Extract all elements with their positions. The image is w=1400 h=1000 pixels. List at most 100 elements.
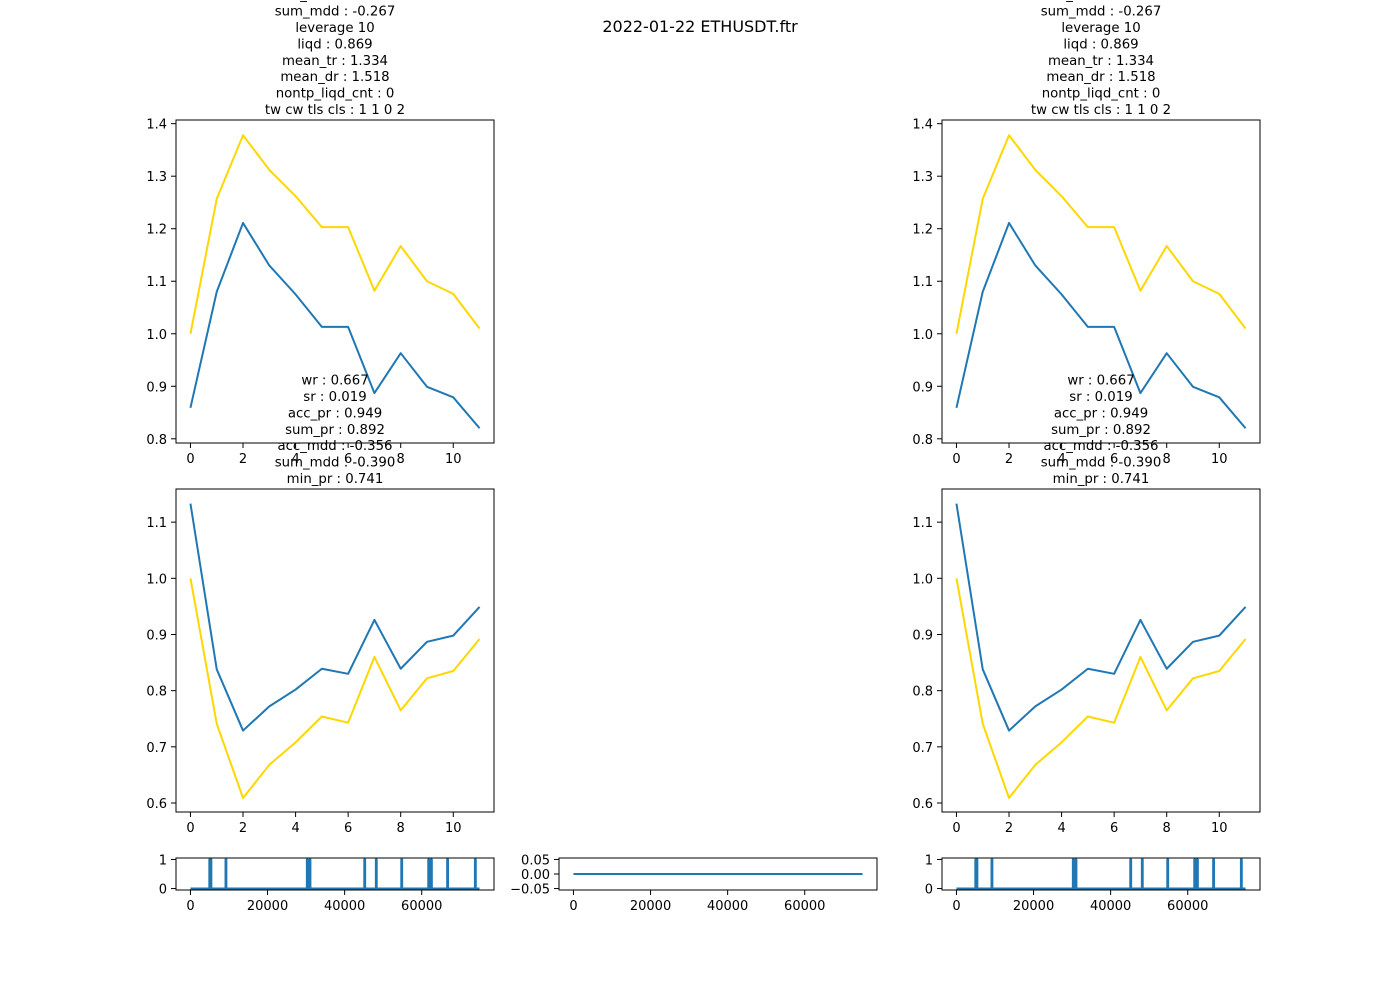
x-tick-label: 20000 <box>1013 899 1054 914</box>
axes-bottom-middle: 0 20000 40000 60000 −0.050.000.05 <box>510 853 878 914</box>
axes-title-line: sum_mdd : -0.267 <box>275 5 396 20</box>
y-tick-label: 1.1 <box>912 516 933 531</box>
y-tick-label: 1 <box>925 853 933 868</box>
x-tick-label: 0 <box>186 452 194 467</box>
x-tick-label: 0 <box>952 899 960 914</box>
y-tick-label: 1.3 <box>912 170 933 185</box>
y-tick-label: 1.3 <box>146 170 167 185</box>
x-tick-label: 0 <box>952 452 960 467</box>
x-tick-label: 60000 <box>401 899 442 914</box>
axes-title-line: liqd : 0.869 <box>1063 37 1138 52</box>
axes-title-line: leverage 10 <box>295 21 374 36</box>
x-tick-label: 10 <box>1211 821 1228 836</box>
y-tick-label: 1.1 <box>912 275 933 290</box>
axes-title-line: sum_mdd : -0.390 <box>275 456 396 471</box>
axes-title-line: min_pr : 0.741 <box>1053 472 1150 487</box>
y-tick-label: 0.8 <box>912 433 933 448</box>
x-tick-label: 40000 <box>707 899 748 914</box>
x-tick-label: 8 <box>1163 452 1171 467</box>
axes-frame <box>175 857 495 891</box>
series-line-blue <box>189 221 481 429</box>
figure-title: 2022-01-22 ETHUSDT.ftr <box>602 17 798 36</box>
axes-title-line: tw cw tls cls : 1 1 0 2 <box>265 103 405 118</box>
series-line-yellow <box>955 134 1247 334</box>
series-line-blue <box>956 858 1246 890</box>
series-line-blue <box>955 503 1247 732</box>
y-tick-label: 0.6 <box>912 797 933 812</box>
axes-title-line: nontp_liqd_cnt : 0 <box>1042 87 1161 102</box>
y-tick-label: 0.7 <box>146 741 167 756</box>
axes-title-line: tw cw tls cls : 1 1 0 2 <box>1031 103 1171 118</box>
y-tick-label: 1.0 <box>146 572 167 587</box>
x-tick-label: 20000 <box>630 899 671 914</box>
axes-title-line: sr : 0.019 <box>303 390 366 405</box>
x-tick-label: 4 <box>1057 821 1065 836</box>
y-tick-label: 0.05 <box>521 853 550 868</box>
x-tick-label: 10 <box>1211 452 1228 467</box>
y-tick-label: 1.4 <box>912 118 933 133</box>
x-tick-label: 40000 <box>1090 899 1131 914</box>
x-tick-label: 2 <box>239 821 247 836</box>
x-tick-label: 8 <box>397 821 405 836</box>
series-line-yellow <box>189 134 481 334</box>
y-tick-label: 0.8 <box>146 685 167 700</box>
axes-title-line: mean_dr : 1.518 <box>1046 70 1155 85</box>
axes-title-line: min_pr : 0.741 <box>287 472 384 487</box>
y-tick-label: 0.9 <box>146 628 167 643</box>
y-tick-label: 0.9 <box>912 628 933 643</box>
series-line-blue <box>955 221 1247 429</box>
y-tick-label: 1.4 <box>146 118 167 133</box>
x-tick-label: 8 <box>1163 821 1171 836</box>
series-line-yellow <box>189 578 481 799</box>
axes-title-line: nontp_liqd_cnt : 0 <box>276 87 395 102</box>
axes-frame <box>941 488 1261 813</box>
axes-title-line: sum_mdd : -0.390 <box>1041 456 1162 471</box>
axes-title-line: sum_pr : 0.892 <box>285 423 385 438</box>
x-tick-label: 6 <box>1110 821 1118 836</box>
y-tick-label: 1.2 <box>912 223 933 238</box>
y-tick-label: 0.7 <box>912 741 933 756</box>
x-tick-label: 6 <box>344 452 352 467</box>
y-tick-label: 1.0 <box>912 572 933 587</box>
axes-title-line: leverage 10 <box>1061 21 1140 36</box>
axes-title-line: acc_pr : 0.949 <box>288 406 382 421</box>
y-tick-label: 0.6 <box>146 797 167 812</box>
axes-frame <box>941 857 1261 891</box>
y-tick-label: 1.1 <box>146 516 167 531</box>
x-tick-label: 10 <box>445 452 462 467</box>
y-tick-label: 0 <box>925 883 933 898</box>
axes-title-line: acc_mdd : -0.356 <box>1043 439 1158 454</box>
axes-title-line: acc_mdd : -0.323 <box>277 0 392 3</box>
y-tick-label: 0.00 <box>521 868 550 883</box>
y-tick-label: 0.8 <box>146 433 167 448</box>
x-tick-label: 2 <box>1005 821 1013 836</box>
y-tick-label: −0.05 <box>510 883 550 898</box>
x-tick-label: 0 <box>186 899 194 914</box>
x-tick-label: 8 <box>397 452 405 467</box>
x-tick-label: 6 <box>344 821 352 836</box>
series-line-yellow <box>955 578 1247 799</box>
axes-bottom-right: 0 20000 40000 60000 0 1 <box>925 853 1261 914</box>
y-tick-label: 0.8 <box>912 685 933 700</box>
x-tick-label: 2 <box>239 452 247 467</box>
axes-title-line: mean_tr : 1.334 <box>1048 54 1154 69</box>
y-tick-label: 0 <box>159 883 167 898</box>
x-tick-label: 10 <box>445 821 462 836</box>
axes-title-line: wr : 0.667 <box>301 374 368 389</box>
x-tick-label: 20000 <box>247 899 288 914</box>
x-tick-label: 4 <box>1057 452 1065 467</box>
y-tick-label: 1.1 <box>146 275 167 290</box>
y-tick-label: 1.0 <box>912 328 933 343</box>
axes-title-line: acc_mdd : -0.356 <box>277 439 392 454</box>
axes-title-line: mean_tr : 1.334 <box>282 54 388 69</box>
axes-title-line: sum_mdd : -0.267 <box>1041 5 1162 20</box>
x-tick-label: 60000 <box>1167 899 1208 914</box>
axes-bottom-left: 0 20000 40000 60000 0 1 <box>159 853 495 914</box>
y-tick-label: 0.9 <box>912 380 933 395</box>
x-tick-label: 0 <box>952 821 960 836</box>
